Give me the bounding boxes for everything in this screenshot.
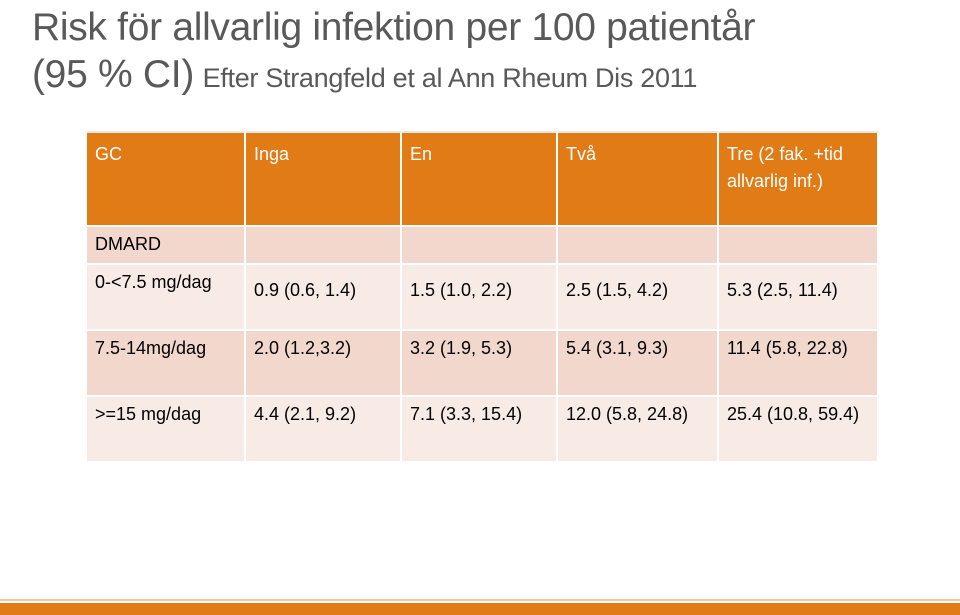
dmard-label: DMARD <box>87 227 246 265</box>
table-row: 0-<7.5 mg/dag 0.9 (0.6, 1.4) 1.5 (1.0, 2… <box>87 265 879 331</box>
footer-accent-line <box>0 599 960 601</box>
cell-value: 5.3 (2.5, 11.4) <box>727 280 838 300</box>
table-cell: 0.9 (0.6, 1.4) <box>246 265 402 331</box>
title-ci: (95 % CI) <box>32 53 195 96</box>
table-cell: 1.5 (1.0, 2.2) <box>402 265 558 331</box>
table-cell: 4.4 (2.1, 9.2) <box>246 397 402 463</box>
table-header-row: GC Inga En Två Tre (2 fak. +tid allvarli… <box>87 131 879 227</box>
header-en: En <box>402 131 558 227</box>
row-label: >=15 mg/dag <box>87 397 246 463</box>
table-cell: 2.0 (1.2,3.2) <box>246 331 402 397</box>
table-cell <box>246 227 402 265</box>
row-label: 0-<7.5 mg/dag <box>87 265 246 331</box>
table-cell <box>558 227 719 265</box>
table-row: >=15 mg/dag 4.4 (2.1, 9.2) 7.1 (3.3, 15.… <box>87 397 879 463</box>
table-row-dmard: DMARD <box>87 227 879 265</box>
table-cell: 3.2 (1.9, 5.3) <box>402 331 558 397</box>
title-line-2: (95 % CI) Efter Strangfeld et al Ann Rhe… <box>32 51 932 102</box>
header-inga: Inga <box>246 131 402 227</box>
table-cell: 2.5 (1.5, 4.2) <box>558 265 719 331</box>
row-label: 7.5-14mg/dag <box>87 331 246 397</box>
header-tva: Två <box>558 131 719 227</box>
table-cell: 7.1 (3.3, 15.4) <box>402 397 558 463</box>
risk-table: GC Inga En Två Tre (2 fak. +tid allvarli… <box>87 131 879 463</box>
title-line-1: Risk för allvarlig infektion per 100 pat… <box>32 6 756 49</box>
title-source: Efter Strangfeld et al Ann Rheum Dis 201… <box>202 63 698 93</box>
header-gc: GC <box>87 131 246 227</box>
table-cell: 5.3 (2.5, 11.4) <box>719 265 879 331</box>
table-cell: 25.4 (10.8, 59.4) <box>719 397 879 463</box>
header-tre: Tre (2 fak. +tid allvarlig inf.) <box>719 131 879 227</box>
table-row: 7.5-14mg/dag 2.0 (1.2,3.2) 3.2 (1.9, 5.3… <box>87 331 879 397</box>
table-cell <box>719 227 879 265</box>
table-cell: 12.0 (5.8, 24.8) <box>558 397 719 463</box>
slide-title: Risk för allvarlig infektion per 100 pat… <box>32 4 932 102</box>
cell-value: 1.5 (1.0, 2.2) <box>410 280 513 300</box>
cell-value: 0.9 (0.6, 1.4) <box>254 280 357 300</box>
footer-accent-bar <box>0 599 960 615</box>
cell-value: 2.5 (1.5, 4.2) <box>566 280 669 300</box>
table-cell: 11.4 (5.8, 22.8) <box>719 331 879 397</box>
table-cell <box>402 227 558 265</box>
table-cell: 5.4 (3.1, 9.3) <box>558 331 719 397</box>
